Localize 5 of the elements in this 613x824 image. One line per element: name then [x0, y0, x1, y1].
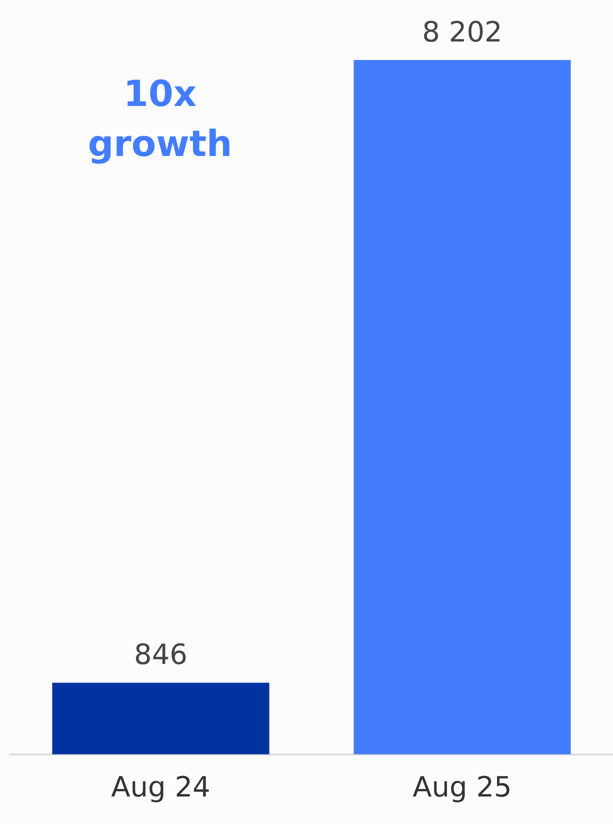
x-tick-label: Aug 25 — [412, 770, 512, 804]
data-label: 846 — [134, 638, 188, 672]
annotation: 10x growth — [86, 73, 234, 167]
data-label: 8 202 — [422, 15, 502, 48]
x-tick-label: Aug 24 — [111, 770, 210, 804]
